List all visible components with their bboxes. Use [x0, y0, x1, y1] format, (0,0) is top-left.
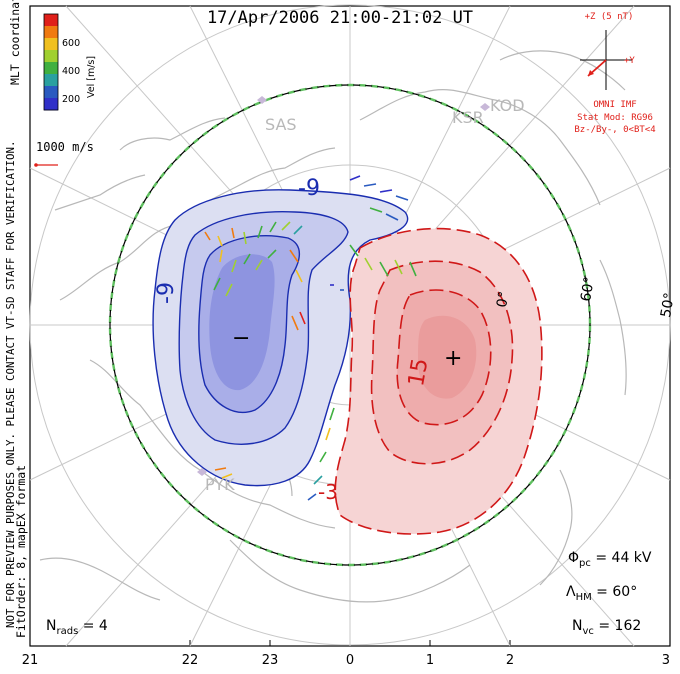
radar-markers [197, 96, 490, 476]
hm-boundary-inner [109, 84, 591, 566]
imf-z-axis-label: +Z (5 nT) [584, 12, 634, 22]
colorbar-swatch [44, 50, 58, 63]
radar-label-pyk: PYK [205, 475, 235, 494]
imf-vector-arrowhead [588, 70, 594, 76]
stat-n-vc-value: 162 [614, 618, 642, 634]
stat-n-vc: Nvc = 162 [572, 618, 642, 637]
stat-phi-pc-value: 44 kV [611, 550, 652, 566]
stat-lambda-hm: ΛHM = 60° [566, 584, 638, 603]
imf-condition: Bz-/By-, 0<BT<4 [574, 125, 656, 135]
colorbar-swatch [44, 98, 58, 111]
contour-label-negative-top: -9 [298, 176, 320, 201]
colorbar-swatch [44, 14, 58, 27]
colorbar-tick-200: 200 [62, 94, 81, 105]
imf-source: OMNI IMF [593, 100, 637, 110]
colorbar-tick-400: 400 [62, 66, 81, 77]
mlt-label-3: 3 [661, 653, 670, 668]
potential-maximum-marker: + [444, 346, 463, 371]
reference-vector-label: 1000 m/s [36, 140, 94, 154]
stat-n-rads-value: 4 [98, 618, 108, 634]
mlt-label-0: 0 [345, 653, 355, 668]
radar-label-kod: KOD [490, 96, 525, 115]
radar-label-ksr: KSR [452, 108, 484, 127]
coordinates-note: MLT coordinates [8, 0, 22, 85]
colorbar-title: Vel [m/s] [86, 55, 97, 98]
colorbar-tick-600: 600 [62, 38, 81, 49]
positive-convection-cell [334, 227, 543, 535]
contour-label-positive: 15 [404, 356, 434, 389]
mlt-label-22: 22 [181, 653, 199, 668]
mlt-label-21: 21 [21, 653, 39, 668]
imf-y-axis-label: +Y [624, 56, 635, 66]
stat-lambda-hm-value: 60° [612, 584, 638, 600]
coastlines [39, 50, 627, 603]
stat-n-rads: Nrads = 4 [46, 618, 108, 637]
imf-model: Stat Mod: RG96 [577, 113, 653, 123]
velocity-colorbar [43, 13, 59, 111]
contour-label-small: -3 [318, 480, 338, 504]
colorbar-swatch [44, 38, 58, 51]
reference-vector-origin [34, 163, 38, 167]
colorbar-border [43, 13, 59, 111]
map-title: 17/Apr/2006 21:00-21:02 UT [206, 8, 474, 28]
mlt-label-1: 1 [425, 653, 435, 668]
negative-convection-cell [152, 189, 409, 487]
colorbar-swatch [44, 62, 58, 75]
mlt-label-2: 2 [505, 653, 515, 668]
stat-phi-pc: Φpc = 44 kV [568, 550, 652, 569]
latitude-label-70: 0° [494, 290, 513, 309]
mlt-label-23: 23 [261, 653, 279, 668]
colorbar-swatch [44, 86, 58, 99]
velocity-vectors [204, 175, 417, 501]
potential-minimum-marker: − [232, 326, 251, 351]
colorbar-swatch [44, 74, 58, 87]
contour-label-negative-side: -9 [154, 282, 179, 304]
colorbar-swatch [44, 26, 58, 39]
fit-order-note: FitOrder: 8, mapEX format [14, 464, 28, 638]
radar-label-sas: SAS [265, 115, 297, 134]
